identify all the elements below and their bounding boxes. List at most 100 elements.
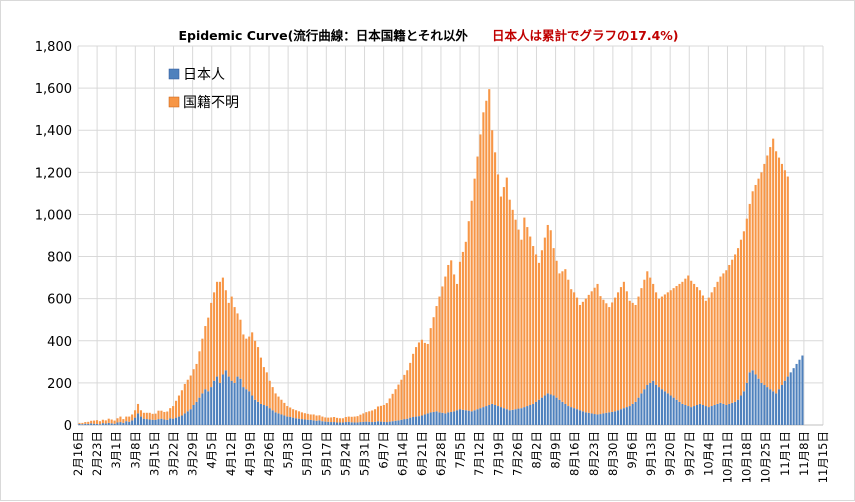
bar-unknown-nationality xyxy=(678,283,681,402)
bar-unknown-nationality xyxy=(406,370,409,419)
bar-japanese xyxy=(792,368,795,425)
bar-unknown-nationality xyxy=(482,112,485,408)
bar-unknown-nationality xyxy=(245,338,248,390)
bar-unknown-nationality xyxy=(637,296,640,398)
bar-japanese xyxy=(687,406,690,425)
bar-unknown-nationality xyxy=(570,289,573,408)
bar-japanese xyxy=(587,412,590,425)
bar-japanese xyxy=(268,408,271,425)
bar-japanese xyxy=(110,423,113,425)
bar-japanese xyxy=(725,405,728,425)
bar-unknown-nationality xyxy=(344,417,347,423)
bar-unknown-nationality xyxy=(242,334,245,388)
bar-japanese xyxy=(274,412,277,425)
bar-unknown-nationality xyxy=(224,290,227,371)
bar-unknown-nationality xyxy=(204,326,207,390)
bar-unknown-nationality xyxy=(596,283,599,415)
bar-japanese xyxy=(552,395,555,425)
bar-japanese xyxy=(169,418,172,425)
bar-japanese xyxy=(576,409,579,425)
bar-unknown-nationality xyxy=(362,413,365,422)
bar-unknown-nationality xyxy=(90,420,93,424)
bar-unknown-nationality xyxy=(505,177,508,410)
bar-japanese xyxy=(239,378,242,425)
bar-japanese xyxy=(649,382,652,425)
bar-japanese xyxy=(622,408,625,425)
bar-unknown-nationality xyxy=(543,237,546,396)
bar-unknown-nationality xyxy=(113,420,116,424)
bar-japanese xyxy=(362,421,365,425)
bar-unknown-nationality xyxy=(268,380,271,409)
bar-unknown-nationality xyxy=(777,157,781,390)
bar-japanese xyxy=(236,376,239,425)
bar-unknown-nationality xyxy=(704,300,707,407)
bar-unknown-nationality xyxy=(476,156,479,410)
x-tick-label: 9月20日 xyxy=(663,431,677,476)
bar-unknown-nationality xyxy=(198,351,201,398)
bar-unknown-nationality xyxy=(286,406,289,417)
bar-japanese xyxy=(499,407,503,425)
bar-unknown-nationality xyxy=(508,199,511,411)
bar-unknown-nationality xyxy=(227,302,230,377)
bar-unknown-nationality xyxy=(338,418,342,423)
bar-japanese xyxy=(391,421,394,425)
bar-japanese xyxy=(482,407,485,425)
bar-unknown-nationality xyxy=(649,277,652,383)
bar-japanese xyxy=(87,423,90,425)
bar-unknown-nationality xyxy=(110,419,113,424)
bar-unknown-nationality xyxy=(379,405,382,422)
bar-unknown-nationality xyxy=(192,369,195,405)
bar-japanese xyxy=(116,422,119,425)
x-tick-label: 8月30日 xyxy=(606,431,620,476)
x-tick-label: 4月5日 xyxy=(205,431,219,469)
y-tick-label: 1,200 xyxy=(35,166,72,181)
bar-japanese xyxy=(248,391,251,425)
bar-unknown-nationality xyxy=(455,283,459,411)
bar-unknown-nationality xyxy=(142,412,145,419)
bar-unknown-nationality xyxy=(403,374,406,420)
bar-japanese xyxy=(684,405,687,425)
bar-unknown-nationality xyxy=(233,307,236,383)
bar-unknown-nationality xyxy=(640,288,643,394)
bar-japanese xyxy=(312,420,315,425)
legend-swatch-unknown xyxy=(168,96,180,108)
bar-unknown-nationality xyxy=(417,342,421,417)
bar-unknown-nationality xyxy=(391,393,394,422)
x-tick-label: 3月15日 xyxy=(147,431,161,476)
bar-japanese xyxy=(394,420,397,425)
bar-unknown-nationality xyxy=(739,239,743,396)
bar-japanese xyxy=(540,397,543,425)
bar-japanese xyxy=(262,405,265,425)
bar-unknown-nationality xyxy=(347,416,350,422)
x-tick-label: 4月19日 xyxy=(243,431,257,476)
bar-japanese xyxy=(189,409,192,425)
bar-unknown-nationality xyxy=(502,187,505,409)
bar-japanese xyxy=(660,389,663,425)
bar-unknown-nationality xyxy=(619,287,623,410)
bar-unknown-nationality xyxy=(447,264,450,413)
bar-japanese xyxy=(438,412,441,425)
bar-unknown-nationality xyxy=(125,416,128,422)
bar-unknown-nationality xyxy=(172,406,175,419)
x-tick-label: 11月8日 xyxy=(797,431,811,476)
x-tick-label: 3月29日 xyxy=(186,431,200,476)
bar-japanese xyxy=(450,411,453,425)
bar-unknown-nationality xyxy=(189,375,192,410)
bar-unknown-nationality xyxy=(467,221,470,411)
bar-japanese xyxy=(690,407,693,425)
bar-japanese xyxy=(593,414,596,425)
bar-japanese xyxy=(318,420,321,425)
bar-unknown-nationality xyxy=(561,271,564,402)
x-tick-label: 6月28日 xyxy=(434,431,448,476)
bar-unknown-nationality xyxy=(157,410,160,420)
bar-japanese xyxy=(769,389,772,425)
bar-japanese xyxy=(154,419,157,425)
x-tick-label: 2月16日 xyxy=(71,431,85,476)
bar-japanese xyxy=(303,419,306,425)
bar-unknown-nationality xyxy=(87,421,90,424)
bar-japanese xyxy=(763,384,766,425)
bar-japanese xyxy=(558,399,561,425)
y-tick-label: 1,600 xyxy=(35,82,72,97)
bar-unknown-nationality xyxy=(280,399,283,415)
